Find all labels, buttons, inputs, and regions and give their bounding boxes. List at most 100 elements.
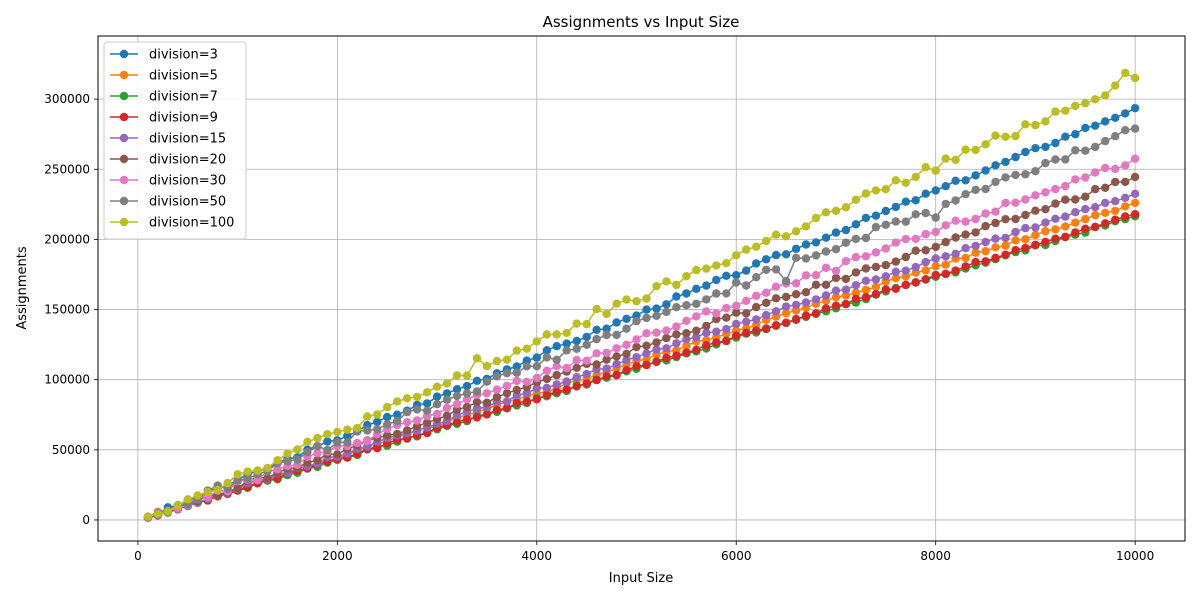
legend: division=3 division=5 division=7 division=9… [103,41,247,240]
data-point [422,418,432,427]
data-point [1061,106,1070,115]
data-point [393,429,402,439]
data-point [901,178,910,187]
data-point [303,437,312,446]
data-point [1001,157,1010,167]
data-point [1101,91,1110,100]
data-point [841,238,851,247]
data-point [512,376,521,386]
data-point [821,304,831,313]
data-point [1041,218,1050,227]
data-point [1071,228,1080,237]
data-point [672,339,681,348]
data-point [522,362,531,371]
data-point [1071,146,1080,155]
legend-label: division=30 [149,174,226,189]
data-point [1031,120,1040,130]
data-point [821,291,831,300]
data-point [831,245,841,254]
data-point [941,260,950,269]
data-point [851,288,861,297]
data-point [442,389,452,398]
data-point [1130,189,1140,198]
data-point [801,271,811,280]
data-point [801,288,811,297]
data-point [811,295,821,304]
series-line [147,213,1136,519]
data-point [442,395,452,404]
data-point [801,222,811,231]
data-point [422,388,432,397]
legend-marker [119,91,129,101]
data-point [991,218,1000,228]
data-point [1121,109,1130,118]
series-division-100 [143,68,1140,521]
data-point [961,145,970,154]
data-point [901,252,910,262]
data-point [742,317,751,326]
data-point [931,186,940,195]
data-point [562,377,571,386]
series-line [147,193,1136,519]
data-point [323,430,332,439]
data-point [712,261,721,270]
data-point [572,355,581,365]
data-point [492,372,502,381]
legend-label: division=3 [149,48,218,63]
legend-marker [119,133,129,143]
data-point [682,329,691,338]
data-point [762,265,771,274]
data-point [1091,222,1100,231]
data-point [542,346,551,355]
data-point [752,302,761,312]
data-point [592,334,601,344]
data-point [1071,195,1080,204]
data-point [572,382,581,391]
data-point [811,238,821,247]
legend-item: division=20 [110,153,226,168]
data-point [921,208,930,218]
data-point [811,213,821,223]
data-point [452,418,462,427]
data-point [492,356,502,366]
data-point [981,184,990,194]
legend-label: division=15 [149,132,226,147]
data-point [632,316,641,326]
legend-item: division=3 [110,48,218,63]
data-point [1031,240,1040,249]
series-line [147,71,1136,518]
legend-box [103,41,247,240]
y-tick-label: 150000 [44,303,90,317]
data-point [861,293,871,302]
data-point [851,220,861,229]
data-point [712,338,721,347]
x-axis-title: Input Size [609,571,673,586]
data-point [1031,191,1040,200]
data-point [373,444,382,453]
data-point [732,278,741,287]
data-point [562,363,571,373]
data-point [1101,183,1110,192]
data-point [1061,212,1070,221]
data-point [692,332,701,342]
data-point [732,319,741,329]
data-point [512,362,521,371]
data-point [642,349,651,358]
data-point [642,294,651,303]
series-line [147,107,1136,519]
data-point [153,509,162,519]
data-point [931,227,940,237]
data-point [143,512,153,521]
data-point [383,431,392,440]
data-point [911,210,920,219]
data-point [1130,154,1140,163]
data-point [981,166,990,175]
data-point [871,248,881,257]
data-point [602,355,611,364]
data-point [921,275,930,284]
data-point [732,251,741,260]
data-point [981,247,990,256]
data-point [951,249,960,258]
data-point [851,252,861,262]
series-line [147,176,1136,519]
